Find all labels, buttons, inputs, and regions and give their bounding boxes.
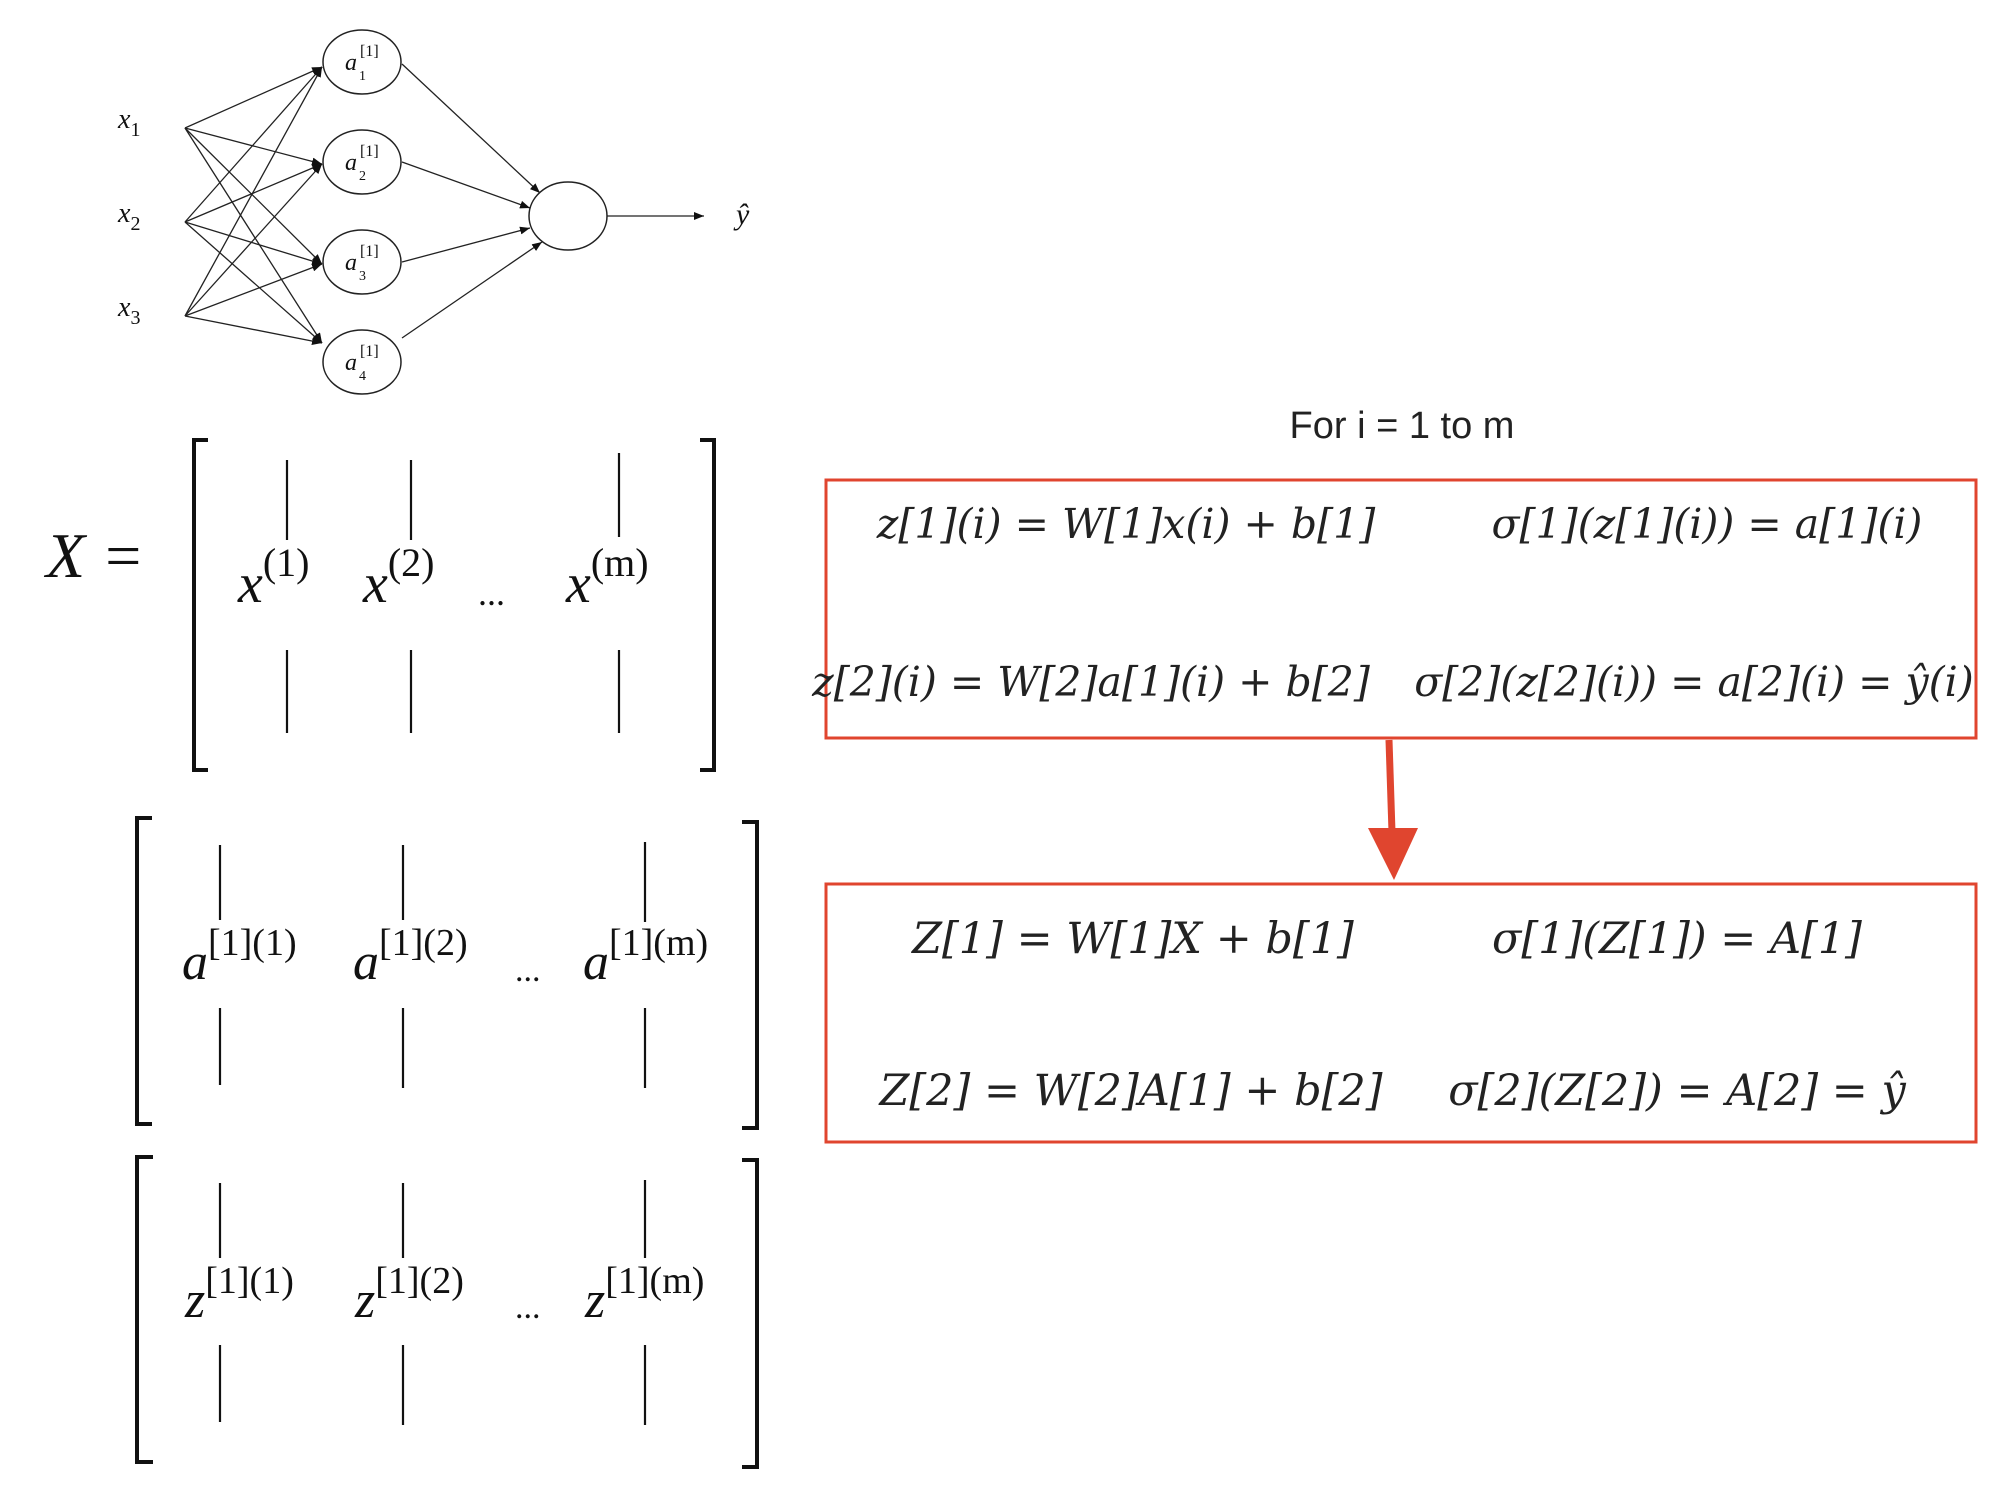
edge-x3-a3: [185, 264, 322, 316]
vec-eq-z1: Z[1] = W[1]X + b[1]: [910, 914, 1354, 964]
loop-eq-z1: z[1](i) = W[1]x(i) + b[1]: [876, 500, 1376, 548]
vec-eq-a2: σ[2](Z[2]) = A[2] = ŷ: [1448, 1066, 1906, 1116]
edge-x1-a2: [185, 128, 322, 164]
input-label-x3: x3: [117, 292, 140, 329]
input-label-x1: x1: [117, 104, 140, 141]
svg-text:3: 3: [359, 269, 366, 284]
vectorized-equations: Z[1] = W[1]X + b[1] σ[1](Z[1]) = A[1] Z[…: [877, 914, 1906, 1116]
matrix-a-col-1: a[1](1): [182, 922, 297, 991]
input-label-x2: x2: [117, 198, 140, 235]
matrix-a-right-bracket: [742, 822, 757, 1128]
loop-equations: z[1](i) = W[1]x(i) + b[1] σ[1](z[1](i)) …: [811, 500, 1974, 706]
edge-x3-a4: [185, 316, 322, 343]
matrix-x-ellipsis: ...: [478, 573, 505, 613]
matrix-z-left-bracket: [137, 1157, 153, 1462]
edge-x1-a4: [185, 128, 322, 343]
matrix-a-left-bracket: [137, 818, 152, 1124]
matrix-z-col-1: z[1](1): [184, 1260, 294, 1329]
matrix-x-lhs: X =: [43, 520, 144, 591]
matrix-a: a[1](1) a[1](2) ... a[1](m): [137, 818, 757, 1128]
matrix-z-col-m: z[1](m): [584, 1260, 704, 1329]
output-node: [529, 182, 607, 250]
network-nodes: [323, 30, 607, 394]
svg-text:4: 4: [359, 369, 366, 384]
output-label-yhat: ŷ: [733, 198, 750, 231]
hidden-node-2: [323, 130, 401, 194]
matrix-x-right-bracket: [700, 440, 714, 770]
matrix-a-ellipsis: ...: [515, 952, 541, 989]
edge-x2-a1: [185, 67, 322, 222]
svg-text:[1]: [1]: [360, 243, 379, 260]
matrix-x-col-m: x(m): [565, 540, 649, 615]
svg-text:1: 1: [359, 69, 366, 84]
vec-eq-z2: Z[2] = W[2]A[1] + b[2]: [877, 1066, 1382, 1116]
matrix-z-ellipsis: ...: [515, 1289, 541, 1326]
matrix-z: z[1](1) z[1](2) ... z[1](m): [137, 1157, 757, 1467]
edge-x2-a2: [185, 164, 322, 222]
svg-text:a: a: [345, 350, 357, 376]
svg-text:a: a: [345, 50, 357, 76]
edge-x3-a1: [185, 67, 322, 316]
matrix-a-bars: [220, 842, 645, 1088]
vec-eq-a1: σ[1](Z[1]) = A[1]: [1492, 914, 1862, 964]
loop-eq-z2: z[2](i) = W[2]a[1](i) + b[2]: [811, 658, 1371, 706]
matrix-z-col-2: z[1](2): [354, 1260, 464, 1329]
edge-a2-out: [402, 162, 530, 208]
loop-eq-a1: σ[1](z[1](i)) = a[1](i): [1492, 500, 1923, 548]
matrix-x: X = x(1) x(2) ... x(m): [43, 440, 714, 770]
matrix-x-col-2: x(2): [362, 540, 435, 615]
svg-text:2: 2: [359, 169, 366, 184]
edge-x1-a1: [185, 67, 322, 128]
svg-text:[1]: [1]: [360, 143, 379, 160]
loop-eq-a2: σ[2](z[2](i)) = a[2](i) = ŷ(i): [1414, 658, 1974, 706]
neural-network: x1 x2 x3 a [1] 1 a [1] 2 a [1] 3 a [1]: [117, 30, 750, 394]
vectorize-arrow: [1368, 740, 1418, 880]
svg-text:a: a: [345, 150, 357, 176]
edge-a3-out: [402, 228, 530, 262]
hidden-node-4: [323, 330, 401, 394]
matrix-a-col-2: a[1](2): [353, 922, 468, 991]
input-labels: x1 x2 x3: [117, 104, 140, 329]
svg-text:[1]: [1]: [360, 43, 379, 60]
svg-text:a: a: [345, 250, 357, 276]
hidden-node-3: [323, 230, 401, 294]
matrix-a-col-m: a[1](m): [583, 922, 708, 991]
matrix-z-bars: [220, 1180, 645, 1425]
svg-text:[1]: [1]: [360, 343, 379, 360]
vectorize-arrow-head: [1368, 828, 1418, 880]
hidden-node-1: [323, 30, 401, 94]
matrix-z-right-bracket: [742, 1160, 757, 1467]
matrix-x-col-1: x(1): [237, 540, 310, 615]
loop-title: For i = 1 to m: [1290, 405, 1515, 447]
matrix-x-left-bracket: [194, 440, 208, 770]
edge-a1-out: [402, 64, 540, 193]
network-edges: [185, 64, 704, 343]
vectorize-arrow-shaft: [1389, 740, 1392, 832]
